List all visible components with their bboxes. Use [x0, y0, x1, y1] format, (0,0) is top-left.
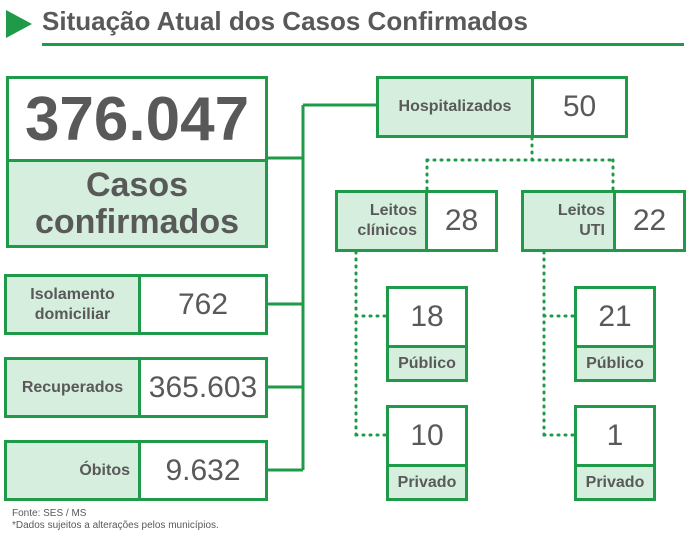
- leitos-uti-label: Leitos UTI: [521, 190, 616, 252]
- leitos-uti-label-line2: UTI: [579, 222, 605, 239]
- obitos-label: Óbitos: [4, 440, 141, 501]
- obitos-value: 9.632: [138, 440, 268, 501]
- clinicos-privado-label: Privado: [386, 464, 468, 501]
- clinicos-publico-label: Público: [386, 345, 468, 382]
- leitos-clinicos-label: Leitos clínicos: [335, 190, 428, 252]
- recuperados-value: 365.603: [138, 357, 268, 418]
- isolamento-value: 762: [138, 274, 268, 335]
- footer: Fonte: SES / MS *Dados sujeitos a altera…: [12, 508, 219, 532]
- isolamento-label-line2: domiciliar: [34, 305, 111, 323]
- leitos-clinicos-value: 28: [425, 190, 498, 252]
- total-cases-label-line1: Casos: [85, 165, 189, 204]
- footer-source: Fonte: SES / MS: [12, 508, 87, 519]
- page-title: Situação Atual dos Casos Confirmados: [42, 6, 528, 36]
- clinicos-privado-value: 10: [386, 405, 468, 467]
- uti-privado-label: Privado: [574, 464, 656, 501]
- footer-note: *Dados sujeitos a alterações pelos munic…: [12, 520, 219, 531]
- uti-publico-label: Público: [574, 345, 656, 382]
- leitos-clinicos-label-line1: Leitos: [369, 202, 417, 219]
- leitos-uti-label-line1: Leitos: [557, 202, 605, 219]
- total-cases-label-line2: confirmados: [34, 202, 240, 241]
- uti-publico-value: 21: [574, 286, 656, 348]
- isolamento-label: Isolamento domiciliar: [4, 274, 141, 335]
- clinicos-publico-value: 18: [386, 286, 468, 348]
- hospitalizados-label: Hospitalizados: [376, 76, 534, 138]
- leitos-uti-value: 22: [613, 190, 686, 252]
- hospitalizados-value: 50: [531, 76, 628, 138]
- recuperados-label: Recuperados: [4, 357, 141, 418]
- title-underline: [42, 43, 684, 46]
- leitos-clinicos-label-line2: clínicos: [357, 222, 417, 239]
- play-triangle-icon: [6, 10, 32, 38]
- total-cases-label: Casos confirmados: [6, 159, 268, 248]
- isolamento-label-line1: Isolamento: [30, 285, 115, 303]
- uti-privado-value: 1: [574, 405, 656, 467]
- total-cases-value: 376.047: [6, 76, 268, 162]
